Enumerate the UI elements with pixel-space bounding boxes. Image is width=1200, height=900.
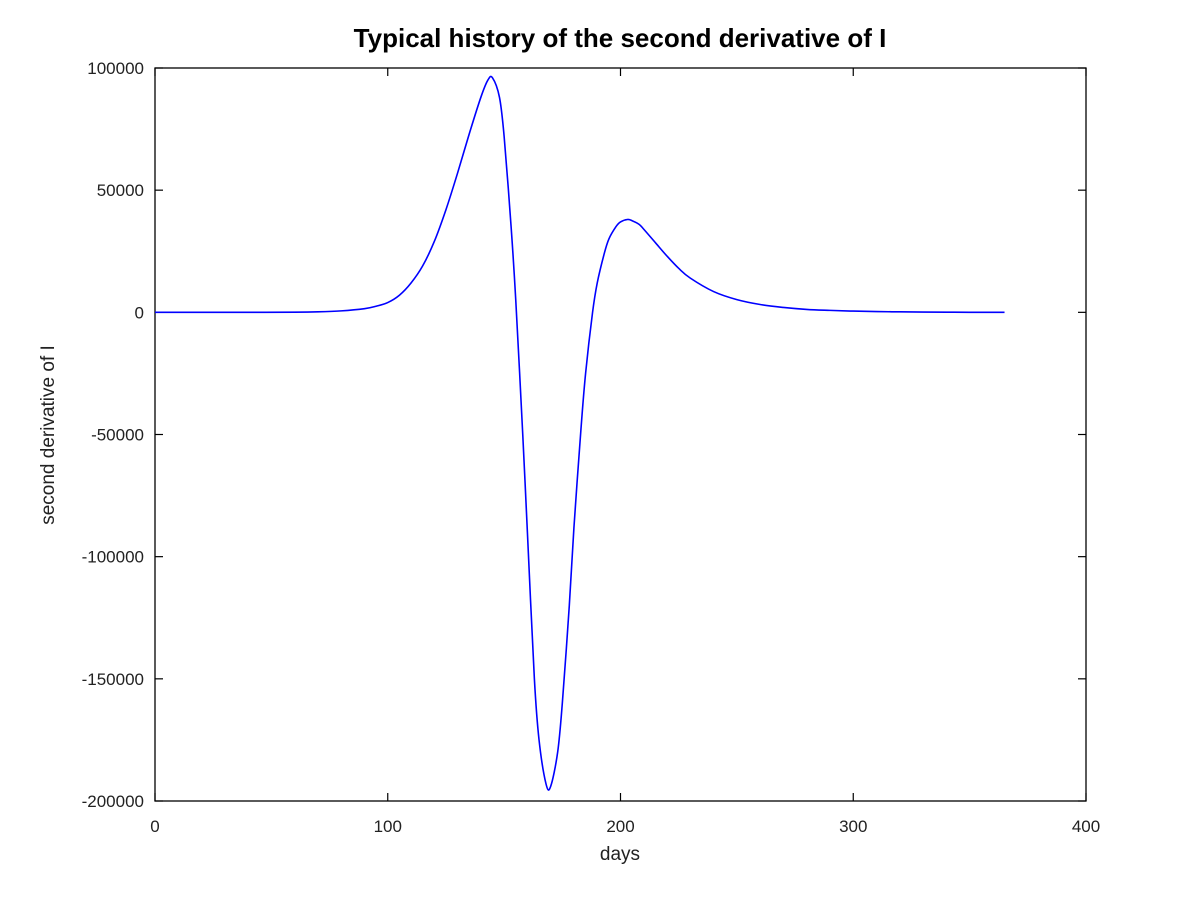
x-tick-label: 100: [374, 817, 402, 836]
x-tick-label: 0: [150, 817, 159, 836]
x-tick-label: 400: [1072, 817, 1100, 836]
y-tick-label: -50000: [91, 426, 144, 445]
y-tick-label: -150000: [82, 670, 144, 689]
y-tick-label: -100000: [82, 548, 144, 567]
y-tick-label: 100000: [87, 59, 144, 78]
x-axis: 0 100 200 300 400: [150, 68, 1100, 836]
y-tick-label: 50000: [97, 181, 144, 200]
y-axis: 100000 50000 0 -50000 -100000 -150000 -200000: [82, 59, 1086, 811]
x-axis-label: days: [600, 844, 640, 865]
plot-border: [154, 67, 1087, 802]
x-tick-label: 300: [839, 817, 867, 836]
chart-title: Typical history of the second derivative…: [354, 23, 887, 53]
y-axis-label: second derivative of I: [38, 345, 59, 525]
x-tick-label: 200: [606, 817, 634, 836]
y-tick-label: 0: [135, 303, 144, 322]
plot-area: [154, 67, 1087, 802]
series-line: [154, 75, 1005, 791]
y-tick-label: -200000: [82, 792, 144, 811]
